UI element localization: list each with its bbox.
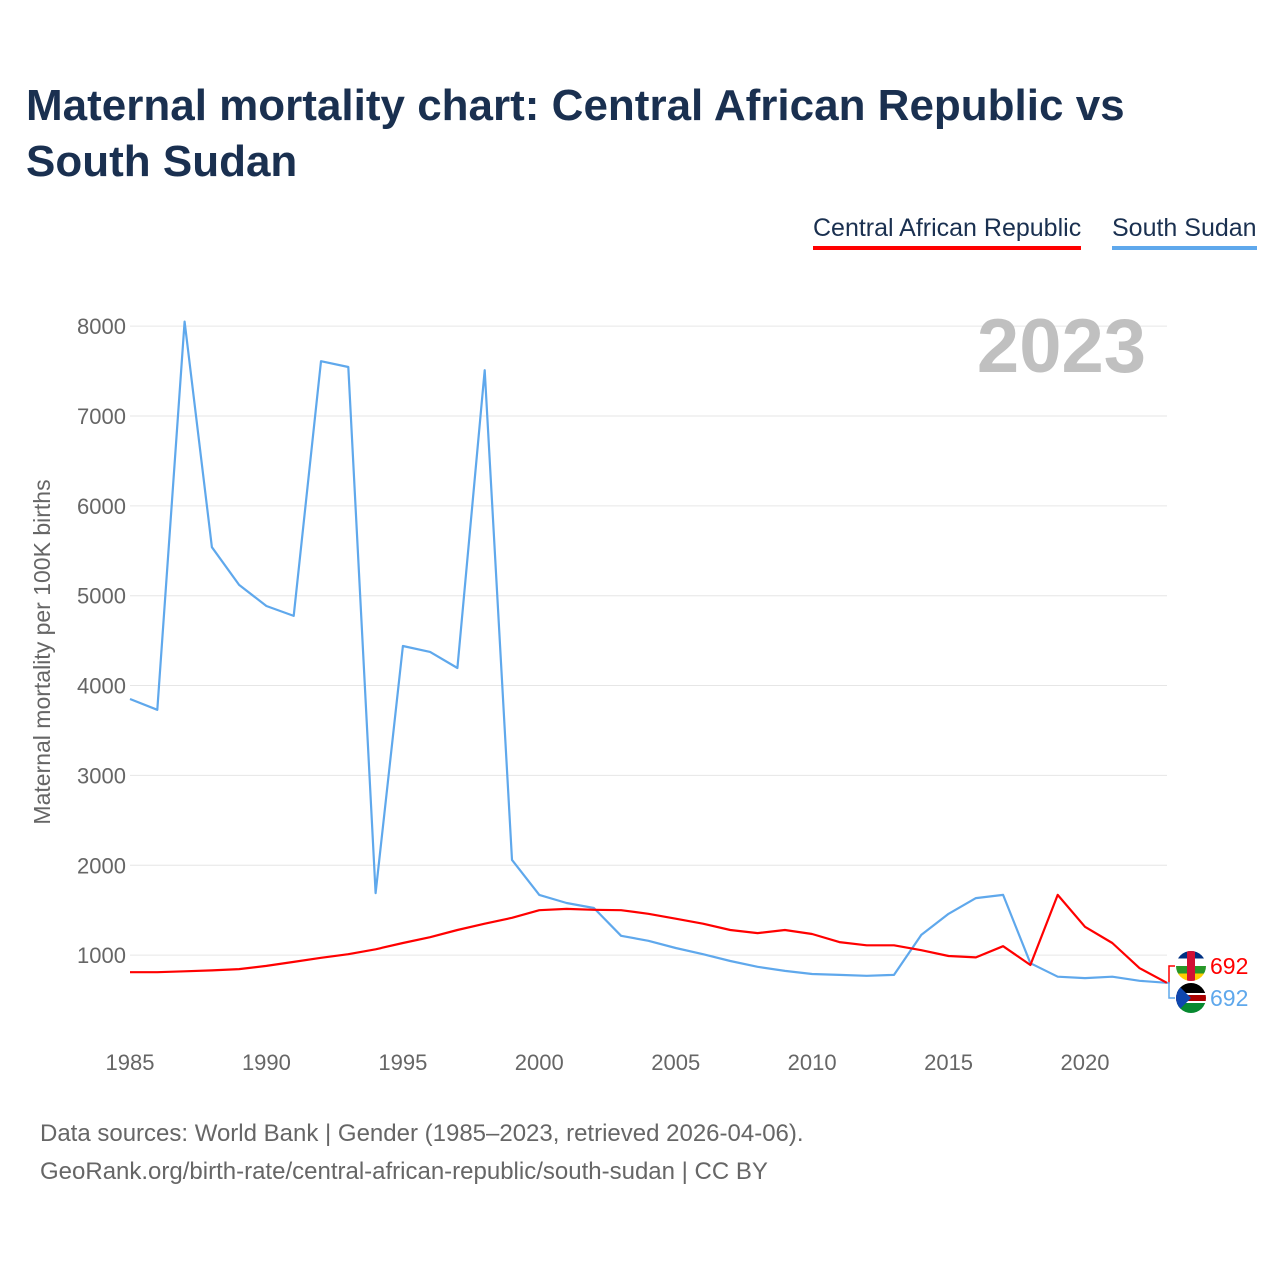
legend-central-african-republic[interactable]: Central African Republic bbox=[813, 214, 1082, 250]
x-tick-label: 2020 bbox=[1061, 1050, 1110, 1075]
data-source-note: Data sources: World Bank | Gender (1985–… bbox=[40, 1120, 804, 1147]
end-connector-ss bbox=[1167, 982, 1175, 999]
y-tick-label: 1000 bbox=[77, 943, 126, 968]
x-tick-label: 2015 bbox=[924, 1050, 973, 1075]
y-axis-label: Maternal mortality per 100K births bbox=[29, 479, 55, 824]
series-line-central-african-republic[interactable] bbox=[130, 893, 1168, 984]
x-tick-label: 2005 bbox=[651, 1050, 700, 1075]
end-connector-car bbox=[1167, 965, 1175, 984]
source-link[interactable]: GeoRank.org/birth-rate/central-african-r… bbox=[40, 1158, 768, 1185]
y-tick-label: 3000 bbox=[77, 763, 126, 788]
legend-south-sudan[interactable]: South Sudan bbox=[1112, 214, 1257, 250]
y-tick-label: 2000 bbox=[77, 853, 126, 878]
end-value-south-sudan: 692 bbox=[1210, 985, 1248, 1011]
y-tick-label: 5000 bbox=[77, 584, 126, 609]
year-watermark: 2023 bbox=[977, 304, 1146, 389]
series-line-south-sudan[interactable] bbox=[129, 320, 1167, 984]
x-tick-label: 2010 bbox=[788, 1050, 837, 1075]
x-tick-label: 2000 bbox=[515, 1050, 564, 1075]
chart-title: Maternal mortality chart: Central Africa… bbox=[26, 81, 1125, 186]
x-tick-label: 1990 bbox=[242, 1050, 291, 1075]
x-tick-label: 1995 bbox=[378, 1050, 427, 1075]
y-tick-label: 8000 bbox=[77, 314, 126, 339]
end-value-car: 692 bbox=[1210, 953, 1248, 979]
y-tick-label: 7000 bbox=[77, 404, 126, 429]
x-tick-label: 1985 bbox=[106, 1050, 155, 1075]
central-african-republic-flag-icon bbox=[1176, 951, 1206, 981]
south-sudan-flag-icon bbox=[1176, 983, 1206, 1013]
y-tick-label: 6000 bbox=[77, 494, 126, 519]
y-tick-label: 4000 bbox=[77, 674, 126, 699]
